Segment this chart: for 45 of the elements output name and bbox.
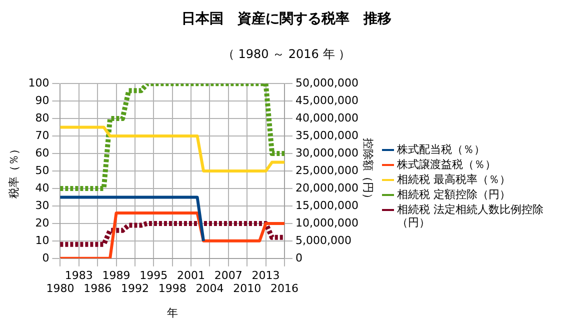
x-tick-label: 1989 <box>102 268 130 282</box>
y2-tick-label: 20,000,000 <box>296 181 358 194</box>
x-tick-label: 2013 <box>252 268 280 282</box>
legend-label: 相続税 最高税率（％） <box>397 173 510 186</box>
y-tick-label: 0 <box>42 251 50 264</box>
y2-tick-label: 45,000,000 <box>296 94 358 107</box>
x-tick-label: 1986 <box>84 282 112 296</box>
y2-tick-label: 0 <box>296 251 302 264</box>
y2-tick-label: 15,000,000 <box>296 198 358 212</box>
x-tick-label: 1992 <box>120 282 149 296</box>
y2-tick-label: 10,000,000 <box>296 216 358 230</box>
x-tick-label: 1995 <box>140 268 168 282</box>
legend-label: 株式配当税（％） <box>397 143 485 156</box>
y-tick-label: 10 <box>35 234 50 247</box>
y-tick-label: 50 <box>35 164 50 177</box>
x-tick-label: 1983 <box>64 268 93 282</box>
x-tick-label: 2004 <box>196 282 224 296</box>
chart-subtitle: （ 1980 ～ 2016 年 ） <box>221 46 352 63</box>
y-tick-label: 90 <box>35 94 50 107</box>
y2-tick-label: 35,000,000 <box>296 128 358 142</box>
legend-label: 株式譲渡益税（％） <box>397 158 496 171</box>
y-axis-title: 税率（％） <box>7 144 20 198</box>
y-tick-label: 30 <box>35 198 50 212</box>
y-tick-label: 80 <box>35 111 50 124</box>
y-tick-label: 40 <box>35 181 50 194</box>
y2-tick-label: 30,000,000 <box>296 146 358 160</box>
y2-tick-label: 5,000,000 <box>296 234 352 247</box>
y2-tick-label: 50,000,000 <box>296 76 358 90</box>
y2-tick-label: 25,000,000 <box>296 164 358 177</box>
chart-title: 日本国 資産に関する税率 推移 <box>180 10 392 28</box>
x-tick-label: 2010 <box>233 282 262 296</box>
y-tick-label: 70 <box>35 128 50 142</box>
y-tick-label: 60 <box>35 146 50 160</box>
x-tick-label: 2001 <box>177 268 206 282</box>
x-axis-title: 年 <box>166 306 178 320</box>
x-tick-label: 1998 <box>158 282 186 296</box>
x-tick-label: 2016 <box>270 282 298 296</box>
y2-tick-label: 40,000,000 <box>296 111 358 124</box>
legend-label: 相続税 法定相続人数比例控除（円） <box>397 203 544 229</box>
legend-label: 相続税 定額控除（円） <box>397 188 510 201</box>
y-tick-label: 100 <box>28 76 50 90</box>
x-tick-label: 2007 <box>214 268 242 282</box>
y2-axis-title: 控除額（円） <box>362 138 375 204</box>
y-tick-label: 20 <box>35 216 50 230</box>
x-tick-label: 1980 <box>46 282 74 296</box>
